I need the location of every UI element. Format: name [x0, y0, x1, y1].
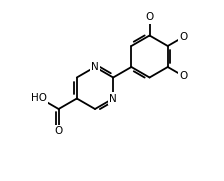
Text: HO: HO: [31, 92, 47, 102]
Text: O: O: [145, 12, 154, 22]
Text: O: O: [179, 71, 187, 81]
Text: O: O: [179, 32, 187, 42]
Text: N: N: [91, 62, 99, 72]
Text: O: O: [54, 127, 63, 136]
Text: N: N: [109, 94, 117, 104]
